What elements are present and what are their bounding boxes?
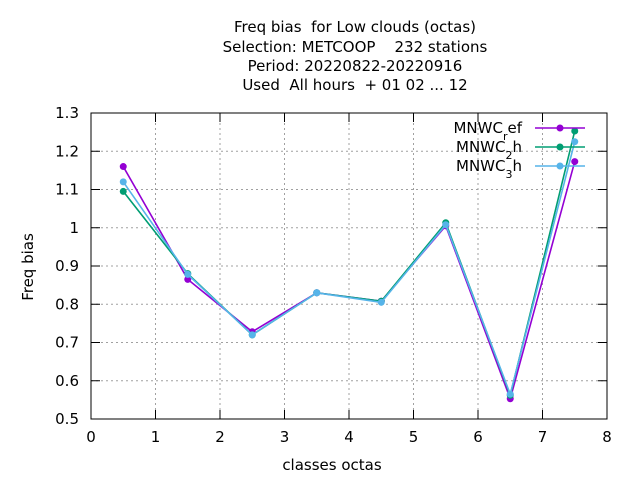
chart-title-line-4: Used All hours + 01 02 ... 12: [242, 76, 468, 94]
data-point: [248, 331, 256, 339]
x-axis-label: classes octas: [282, 456, 382, 474]
x-tick-label: 8: [602, 428, 612, 446]
y-tick-label: 0.6: [55, 372, 79, 390]
data-point: [442, 221, 450, 229]
data-point: [119, 163, 127, 171]
chart-title-line-2: Selection: METCOOP 232 stations: [222, 38, 488, 56]
data-point: [119, 187, 127, 195]
y-tick-label: 1.3: [55, 104, 79, 122]
x-tick-label: 7: [538, 428, 548, 446]
y-tick-label: 1: [69, 219, 79, 237]
y-tick-label: 0.7: [55, 334, 79, 352]
legend-label: MNWC2h: [456, 138, 522, 162]
data-point: [506, 390, 514, 398]
chart-title-line-1: Freq bias for Low clouds (octas): [233, 18, 477, 36]
x-tick-label: 1: [151, 428, 161, 446]
y-tick-label: 1.1: [55, 181, 79, 199]
y-tick-label: 1.2: [55, 142, 79, 160]
y-tick-label: 0.5: [55, 410, 79, 428]
x-tick-label: 6: [473, 428, 483, 446]
x-tick-label: 0: [86, 428, 96, 446]
data-point: [184, 275, 192, 283]
x-tick-label: 5: [409, 428, 419, 446]
legend-label: MNWC3h: [456, 157, 522, 181]
data-point: [377, 298, 385, 306]
y-tick-label: 0.9: [55, 257, 79, 275]
data-point: [313, 289, 321, 297]
legend-swatch-marker: [556, 143, 564, 151]
data-point: [184, 270, 192, 278]
x-tick-label: 2: [215, 428, 225, 446]
x-tick-label: 4: [344, 428, 354, 446]
chart-title-line-3: Period: 20220822-20220916: [247, 57, 463, 75]
data-point: [119, 178, 127, 186]
x-tick-label: 3: [280, 428, 290, 446]
data-point: [571, 138, 579, 146]
legend-swatch-marker: [556, 162, 564, 170]
data-point: [571, 158, 579, 166]
legend-label: MNWCref: [453, 119, 522, 143]
series-line: [122, 141, 576, 397]
legend-swatch-marker: [556, 124, 564, 132]
y-tick-label: 0.8: [55, 295, 79, 313]
y-axis-label: Freq bias: [19, 233, 37, 301]
data-point: [571, 127, 579, 135]
